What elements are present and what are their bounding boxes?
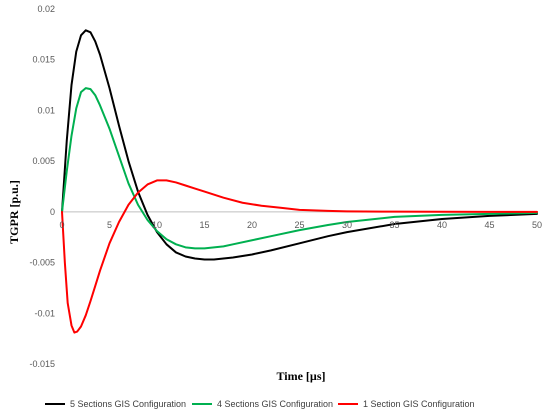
x-tick-label: 40 <box>437 220 447 230</box>
x-tick-label: 45 <box>484 220 494 230</box>
x-tick-label: 35 <box>389 220 399 230</box>
y-tick-label: -0.01 <box>34 308 55 318</box>
y-tick-label: -0.005 <box>29 258 55 268</box>
legend-label-1: 5 Sections GIS Configuration <box>70 399 186 409</box>
y-tick-label: 0.015 <box>32 55 55 65</box>
x-tick-label: 0 <box>59 220 64 230</box>
x-tick-label: 20 <box>247 220 257 230</box>
x-tick-label: 50 <box>532 220 542 230</box>
legend-label-3: 1 Section GIS Configuration <box>363 399 475 409</box>
y-tick-label: 0.005 <box>32 156 55 166</box>
series-layer <box>61 29 538 334</box>
y-tick-label: -0.015 <box>29 359 55 369</box>
x-tick-label: 25 <box>294 220 304 230</box>
series-line-3 <box>61 179 538 334</box>
legend: 5 Sections GIS Configuration 4 Sections G… <box>45 399 475 409</box>
x-tick-label: 15 <box>199 220 209 230</box>
y-tick-label: 0.02 <box>37 4 55 14</box>
y-tick-labels: 0.02 0.015 0.01 0.005 0 -0.005 -0.01 -0.015 <box>29 4 55 369</box>
x-tick-label: 10 <box>152 220 162 230</box>
legend-label-2: 4 Sections GIS Configuration <box>217 399 333 409</box>
x-axis-title: Time [µs] <box>276 369 325 383</box>
x-tick-labels: 0 5 10 15 20 25 30 35 40 45 50 <box>59 220 542 230</box>
series-line-2 <box>61 87 538 250</box>
y-axis-title: TGPR [p.u.] <box>7 180 21 244</box>
x-tick-label: 30 <box>342 220 352 230</box>
y-tick-label: 0.01 <box>37 105 55 115</box>
series-line-1 <box>61 29 538 261</box>
x-tick-label: 5 <box>107 220 112 230</box>
y-tick-label: 0 <box>50 207 55 217</box>
